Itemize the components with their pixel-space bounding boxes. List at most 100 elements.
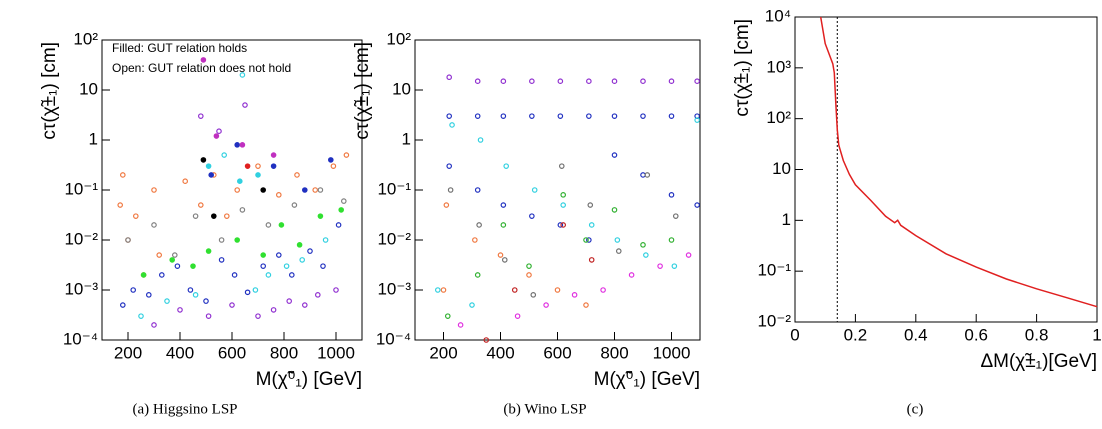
data-point bbox=[234, 187, 241, 193]
data-point bbox=[252, 287, 259, 293]
data-point bbox=[434, 287, 441, 293]
x-tick-label: 600 bbox=[218, 343, 246, 362]
data-point bbox=[164, 298, 170, 304]
data-point bbox=[668, 237, 675, 243]
data-point bbox=[671, 263, 678, 269]
data-point bbox=[151, 187, 157, 193]
data-point bbox=[668, 113, 675, 119]
data-point bbox=[560, 222, 567, 228]
data-point bbox=[270, 163, 277, 169]
data-point bbox=[242, 102, 248, 108]
data-point bbox=[237, 178, 243, 184]
y-tick-label: 10⁻⁴ bbox=[376, 329, 411, 348]
data-point bbox=[531, 187, 538, 193]
x-tick-label: 1000 bbox=[653, 343, 691, 362]
data-point bbox=[203, 298, 209, 304]
data-point bbox=[260, 252, 267, 258]
data-point bbox=[192, 213, 199, 219]
data-point bbox=[275, 252, 282, 258]
data-point bbox=[500, 222, 507, 228]
y-axis-label: cτ(χ̃±₁) [cm] bbox=[39, 42, 60, 140]
data-point bbox=[213, 133, 220, 139]
data-point bbox=[586, 113, 592, 119]
data-point bbox=[611, 113, 618, 119]
caption: (b) Wino LSP bbox=[503, 401, 586, 417]
data-point bbox=[500, 202, 507, 208]
y-tick-label: 10⁻² bbox=[377, 229, 411, 248]
data-point bbox=[239, 72, 246, 78]
data-point bbox=[205, 248, 212, 254]
data-point bbox=[182, 178, 189, 184]
data-point bbox=[338, 207, 345, 213]
data-point bbox=[229, 302, 235, 308]
data-point bbox=[543, 302, 549, 308]
data-point bbox=[560, 192, 567, 198]
data-point bbox=[526, 272, 532, 278]
data-point bbox=[640, 78, 646, 84]
data-point bbox=[335, 222, 342, 228]
data-point bbox=[192, 292, 199, 298]
data-point bbox=[218, 257, 225, 263]
data-point bbox=[239, 142, 246, 148]
x-tick-label: 200 bbox=[114, 343, 142, 362]
data-point bbox=[500, 78, 507, 84]
data-point bbox=[234, 142, 241, 148]
data-point bbox=[205, 313, 212, 319]
data-point bbox=[205, 163, 212, 169]
data-point bbox=[644, 172, 651, 178]
data-point bbox=[278, 222, 285, 228]
y-tick-label: 1 bbox=[782, 210, 791, 229]
data-point bbox=[294, 172, 300, 178]
y-tick-label: 10⁻¹ bbox=[757, 261, 791, 280]
data-point bbox=[611, 78, 618, 84]
data-point bbox=[628, 272, 635, 278]
caption: (c) bbox=[907, 401, 924, 417]
data-point bbox=[474, 78, 481, 84]
data-point bbox=[130, 287, 137, 293]
plot-frame bbox=[794, 16, 1098, 323]
data-point bbox=[668, 192, 675, 198]
data-point bbox=[526, 263, 532, 269]
data-point bbox=[587, 202, 594, 208]
data-point bbox=[340, 198, 347, 204]
data-point bbox=[314, 292, 321, 298]
data-point bbox=[265, 222, 272, 228]
data-point bbox=[133, 213, 139, 219]
x-tick-label: 400 bbox=[166, 343, 194, 362]
data-point bbox=[694, 117, 700, 123]
data-point bbox=[560, 202, 567, 208]
x-tick-label: 1 bbox=[1092, 325, 1101, 344]
data-point bbox=[117, 202, 124, 208]
data-point bbox=[469, 302, 475, 308]
data-point bbox=[588, 257, 595, 263]
data-point bbox=[198, 113, 204, 119]
data-point bbox=[260, 187, 267, 193]
data-point bbox=[156, 252, 163, 258]
y-tick-label: 10⁻¹ bbox=[64, 179, 98, 198]
data-point bbox=[614, 237, 621, 243]
data-point bbox=[198, 202, 204, 208]
data-point bbox=[586, 78, 592, 84]
x-tick-label: 600 bbox=[543, 343, 571, 362]
data-point bbox=[322, 237, 329, 243]
data-point bbox=[296, 242, 303, 248]
y-tick-label: 10⁻² bbox=[64, 229, 98, 248]
data-point bbox=[474, 187, 481, 193]
x-axis-label: M(χ̃⁰₁) [GeV] bbox=[256, 369, 362, 390]
x-tick-label: 0.2 bbox=[844, 325, 868, 344]
y-tick-label: 10⁻¹ bbox=[377, 179, 411, 198]
data-point bbox=[224, 213, 230, 219]
data-point bbox=[472, 237, 478, 243]
data-point bbox=[500, 113, 507, 119]
data-point bbox=[557, 78, 564, 84]
data-point bbox=[571, 292, 578, 298]
y-tick-label: 10³ bbox=[766, 57, 791, 76]
data-point bbox=[151, 222, 157, 228]
x-tick-label: 0.6 bbox=[964, 325, 988, 344]
data-point bbox=[583, 237, 589, 243]
data-point bbox=[640, 242, 646, 248]
data-point bbox=[529, 213, 535, 219]
data-point bbox=[611, 207, 618, 213]
data-point bbox=[265, 272, 272, 278]
